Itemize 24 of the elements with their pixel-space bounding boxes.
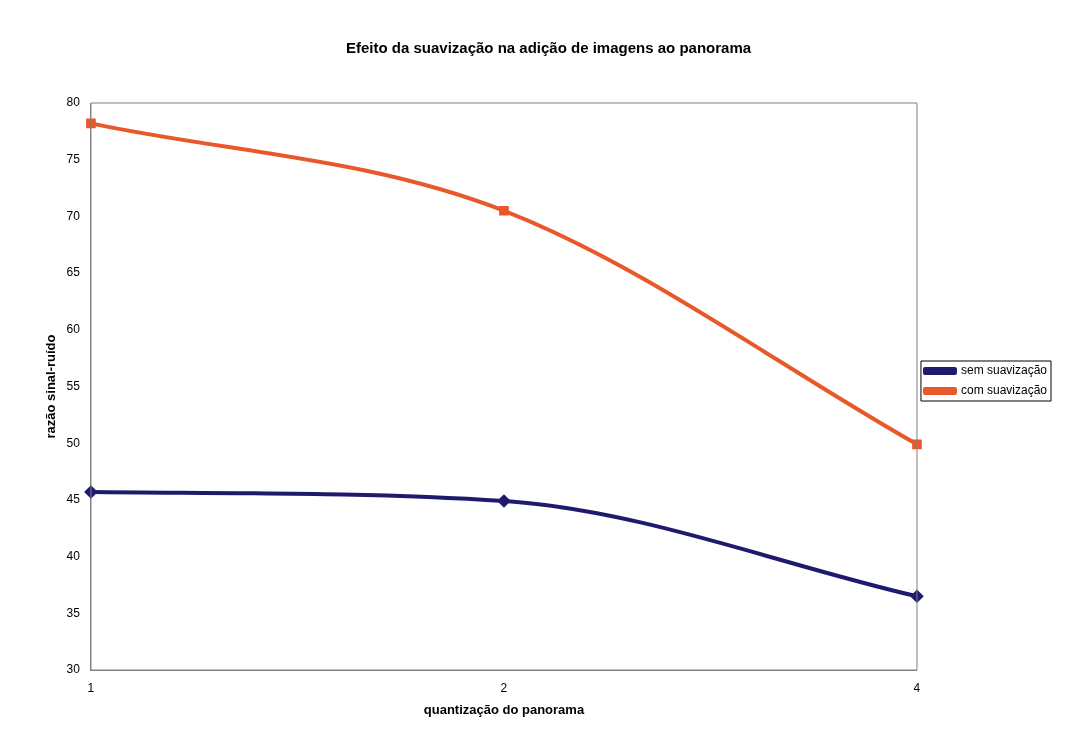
- y-tick-label: 50: [66, 435, 81, 450]
- y-tick-label: 60: [66, 322, 81, 337]
- legend-label: sem suavização: [960, 363, 1048, 378]
- point: [497, 495, 510, 508]
- y-tick-label: 65: [66, 265, 81, 280]
- y-tick-label: 55: [66, 378, 81, 393]
- point: [910, 590, 923, 603]
- y-axis-title: razão sinal-ruído: [43, 334, 59, 439]
- y-tick-label: 70: [66, 208, 81, 223]
- y-tick-label: 40: [66, 548, 81, 563]
- y-tick-label: 35: [66, 605, 81, 620]
- x-tick-label: 1: [87, 680, 95, 695]
- y-tick-label: 45: [66, 492, 81, 507]
- x-tick-label: 2: [500, 680, 508, 695]
- point: [86, 118, 96, 129]
- y-tick-label: 30: [66, 662, 81, 677]
- point: [912, 439, 922, 450]
- y-tick-label: 80: [66, 95, 81, 110]
- x-tick-label: 4: [913, 680, 921, 695]
- x-axis-title: quantização do panorama: [423, 701, 585, 717]
- point: [499, 205, 509, 216]
- legend-label: com suavização: [960, 383, 1048, 398]
- y-tick-label: 75: [66, 152, 81, 167]
- chart-title: Efeito da suavização na adição de imagens ao panorama: [345, 39, 752, 57]
